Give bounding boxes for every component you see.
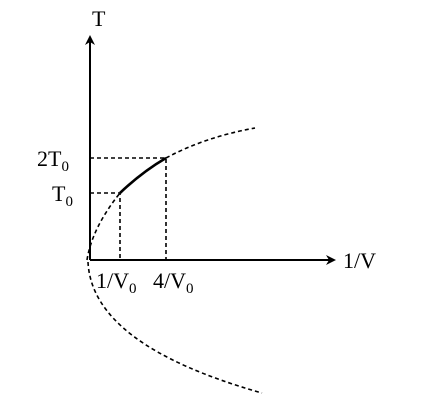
label-text: 4/V [153, 268, 186, 293]
label-text: 2T [37, 146, 62, 171]
y-axis-label: T [92, 6, 106, 31]
parabola-upper [165, 127, 256, 159]
y-tick-label: 2T0 [37, 146, 69, 175]
x-axis-label: 1/V [343, 248, 376, 273]
label-sub: 0 [65, 194, 73, 210]
label-text: T [52, 181, 66, 206]
parabola-upper [86, 192, 121, 261]
guide-line [90, 157, 167, 260]
process-curve [119, 156, 167, 194]
y-tick-label: T0 [52, 181, 73, 210]
label-sub: 0 [61, 159, 69, 175]
x-tick-label: 1/V0 [96, 268, 137, 297]
x-tick-label: 4/V0 [153, 268, 194, 297]
guide-line [90, 192, 121, 260]
label-sub: 0 [129, 281, 137, 297]
parabola-lower [87, 261, 263, 394]
label-text: 1/V [96, 268, 129, 293]
label-sub: 0 [186, 281, 194, 297]
